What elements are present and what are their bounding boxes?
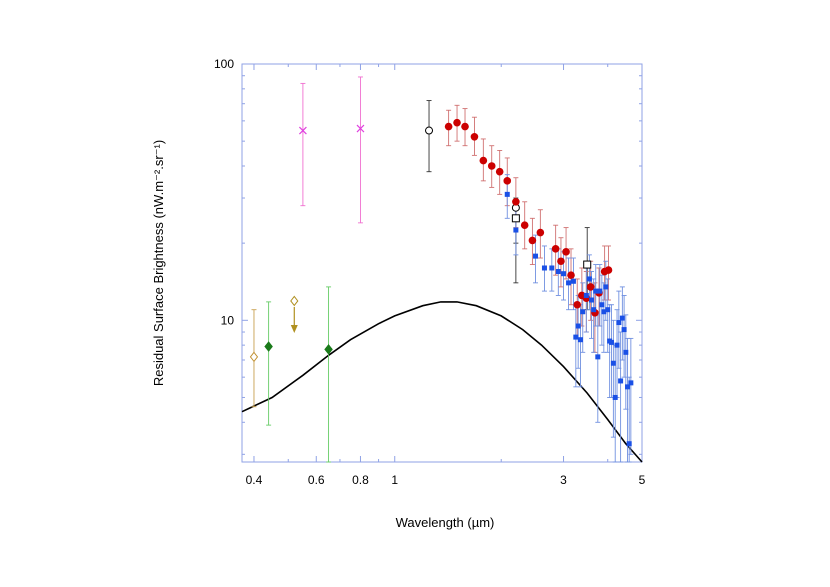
filled-square-marker bbox=[595, 354, 601, 360]
filled-square-marker bbox=[593, 288, 599, 294]
error-bars-layer bbox=[251, 76, 634, 463]
upper-limit-arrow-head bbox=[290, 324, 298, 333]
filled-square-marker bbox=[504, 191, 510, 197]
filled-square-marker bbox=[549, 265, 555, 271]
filled-square-marker bbox=[575, 323, 581, 329]
x-tick-label: 0.8 bbox=[352, 473, 369, 487]
filled-circle-marker bbox=[567, 271, 575, 279]
filled-square-marker bbox=[603, 284, 609, 290]
filled-square-marker bbox=[623, 349, 629, 355]
x-tick-label: 5 bbox=[639, 473, 646, 487]
filled-circle-marker bbox=[444, 122, 453, 131]
filled-square-marker bbox=[605, 307, 611, 313]
filled-circle-marker bbox=[562, 248, 570, 256]
filled-circle-marker bbox=[503, 177, 512, 185]
filled-circle-marker bbox=[495, 167, 504, 176]
filled-square-marker bbox=[609, 339, 615, 345]
filled-square-marker bbox=[599, 302, 605, 308]
filled-square-marker bbox=[577, 337, 583, 343]
filled-square-marker bbox=[589, 297, 595, 303]
filled-square-marker bbox=[601, 309, 607, 315]
open-diamond-marker bbox=[249, 351, 259, 363]
filled-circle-marker bbox=[461, 122, 469, 131]
filled-square-marker bbox=[583, 292, 589, 298]
filled-square-marker bbox=[566, 280, 572, 286]
cross-marker bbox=[356, 124, 365, 133]
filled-square-marker bbox=[533, 253, 539, 259]
filled-circle-marker bbox=[487, 162, 496, 170]
filled-circle-marker bbox=[470, 132, 479, 141]
filled-square-marker bbox=[621, 327, 627, 333]
filled-square-marker bbox=[597, 288, 603, 294]
y-axis-title: Residual Surface Brightness (nW.m⁻².sr⁻¹… bbox=[151, 140, 166, 386]
x-tick-label: 3 bbox=[560, 473, 567, 487]
filled-circle-marker bbox=[528, 236, 537, 245]
chart-frame bbox=[241, 63, 643, 463]
filled-square-marker bbox=[555, 269, 561, 275]
filled-square-marker bbox=[614, 342, 620, 348]
x-tick-label: 0.4 bbox=[246, 473, 263, 487]
ticks-layer: 0.4 0.6 0.8 1 3 5 10 100 bbox=[214, 57, 646, 487]
x-axis-title: Wavelength (µm) bbox=[396, 515, 495, 530]
filled-circle-marker bbox=[520, 221, 529, 229]
filled-diamond-marker bbox=[324, 343, 333, 355]
filled-square-marker bbox=[619, 315, 625, 321]
filled-square-marker bbox=[591, 307, 597, 313]
filled-square-marker bbox=[541, 265, 547, 271]
x-tick-label: 0.6 bbox=[308, 473, 325, 487]
filled-square-marker bbox=[513, 227, 519, 233]
open-diamond-marker bbox=[290, 295, 299, 307]
filled-square-marker bbox=[580, 309, 586, 315]
filled-circle-marker bbox=[551, 245, 560, 253]
filled-circle-marker bbox=[586, 283, 595, 291]
filled-square-marker bbox=[628, 380, 634, 386]
filled-square-marker bbox=[586, 276, 592, 282]
filled-circle-marker bbox=[453, 118, 461, 127]
y-tick-label: 100 bbox=[214, 57, 234, 71]
filled-square-marker bbox=[610, 360, 616, 366]
open-circle-marker bbox=[425, 126, 434, 135]
filled-square-marker bbox=[618, 378, 624, 384]
filled-square-marker bbox=[570, 278, 576, 284]
open-square-marker bbox=[583, 260, 592, 269]
filled-diamond-marker bbox=[264, 341, 273, 352]
filled-circle-marker bbox=[557, 257, 565, 266]
x-tick-label: 1 bbox=[391, 473, 398, 487]
filled-square-marker bbox=[561, 271, 567, 277]
y-tick-label: 10 bbox=[221, 313, 235, 327]
filled-circle-marker bbox=[536, 228, 545, 237]
markers-layer bbox=[249, 118, 634, 447]
filled-square-marker bbox=[616, 320, 622, 326]
filled-circle-marker bbox=[573, 300, 582, 309]
filled-square-marker bbox=[612, 394, 618, 400]
filled-circle-marker bbox=[479, 156, 488, 165]
filled-square-marker bbox=[573, 334, 579, 340]
filled-circle-marker bbox=[512, 197, 520, 206]
filled-square-marker bbox=[625, 384, 631, 390]
filled-circle-marker bbox=[604, 266, 613, 274]
cross-marker bbox=[298, 126, 307, 135]
open-square-marker bbox=[511, 214, 520, 223]
filled-square-marker bbox=[626, 441, 632, 447]
